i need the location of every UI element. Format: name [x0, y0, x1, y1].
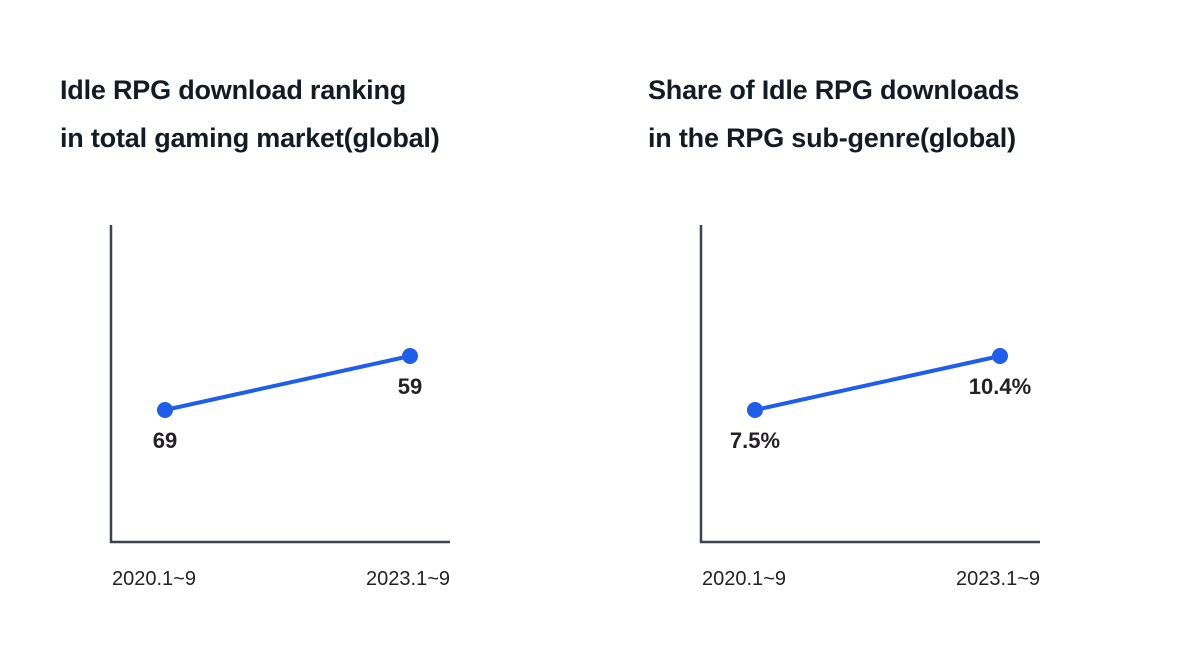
x-tick-label: 2020.1~9 — [112, 568, 196, 590]
value-label: 7.5% — [730, 428, 780, 453]
chart-title-share: Share of Idle RPG downloads in the RPG s… — [648, 66, 1168, 162]
x-tick-label: 2023.1~9 — [366, 568, 450, 590]
x-tick-label: 2020.1~9 — [702, 568, 786, 590]
data-point — [747, 402, 763, 418]
trend-line — [163, 354, 412, 412]
chart-title-line: Idle RPG download ranking — [60, 75, 407, 105]
x-tick-label: 2023.1~9 — [956, 568, 1040, 590]
chart-title-ranking: Idle RPG download ranking in total gamin… — [60, 66, 580, 162]
axis-lines — [109, 225, 450, 544]
value-label: 59 — [398, 374, 422, 399]
value-label: 69 — [153, 428, 177, 453]
trend-line — [753, 354, 1002, 412]
chart-title-line: in total gaming market(global) — [60, 123, 440, 153]
line-chart-share: 7.5% 2020.1~9 10.4% 2023.1~9 — [699, 225, 1040, 590]
chart-title-line: Share of Idle RPG downloads — [648, 75, 1020, 105]
data-point — [157, 402, 173, 418]
data-point — [402, 348, 418, 364]
line-chart-ranking: 69 2020.1~9 59 2023.1~9 — [109, 225, 450, 590]
value-label: 10.4% — [969, 374, 1031, 399]
axis-lines — [699, 225, 1040, 544]
data-point — [992, 348, 1008, 364]
chart-title-line: in the RPG sub-genre(global) — [648, 123, 1016, 153]
